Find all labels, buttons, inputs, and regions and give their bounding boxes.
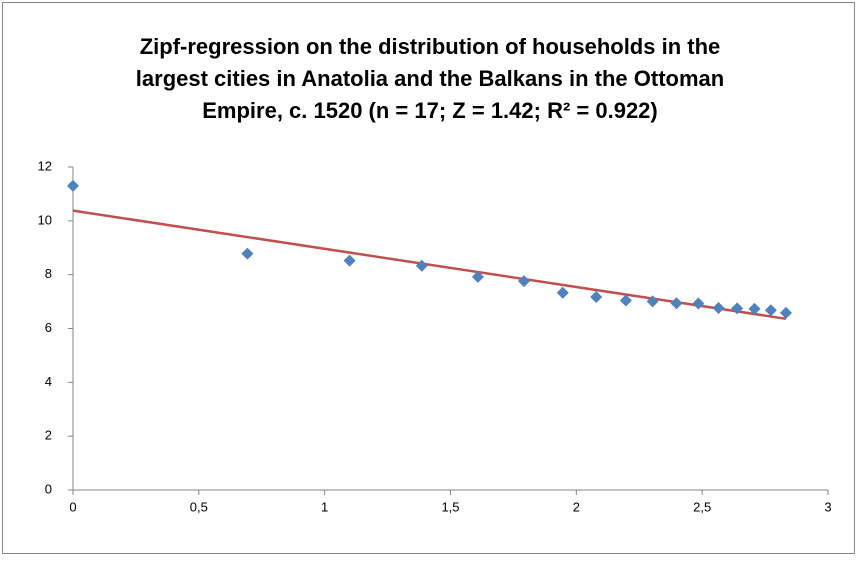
y-tick-label: 6 — [45, 320, 52, 335]
data-point — [343, 254, 356, 267]
y-tick-label: 2 — [45, 428, 52, 443]
chart-border — [2, 2, 855, 554]
data-point — [748, 302, 761, 315]
x-tick-label: 0 — [69, 499, 76, 514]
y-tick-label: 8 — [45, 266, 52, 281]
chart-title: Zipf-regression on the distribution of h… — [140, 34, 721, 59]
data-point — [670, 297, 683, 310]
x-tick-label: 0,5 — [190, 499, 208, 514]
data-point — [590, 291, 603, 304]
data-point — [517, 275, 530, 288]
data-point — [556, 286, 569, 299]
x-tick-label: 3 — [824, 499, 831, 514]
x-tick-label: 1,5 — [441, 499, 459, 514]
y-tick-label: 10 — [38, 212, 52, 227]
data-point — [779, 306, 792, 319]
data-point — [67, 179, 79, 192]
chart-title: largest cities in Anatolia and the Balka… — [136, 66, 724, 91]
data-point — [764, 304, 777, 317]
y-tick-label: 4 — [45, 374, 52, 389]
x-tick-label: 2,5 — [693, 499, 711, 514]
data-point — [692, 297, 705, 310]
trendline — [72, 209, 787, 321]
data-point — [619, 294, 632, 307]
data-point — [415, 259, 428, 272]
data-point — [712, 302, 725, 315]
data-point — [646, 295, 659, 308]
y-tick-label: 12 — [38, 158, 52, 173]
y-tick-label: 0 — [45, 481, 52, 496]
data-point — [731, 302, 744, 315]
x-tick-label: 2 — [573, 499, 580, 514]
chart-title: Empire, c. 1520 (n = 17; Z = 1.42; R² = … — [202, 98, 658, 123]
data-point — [471, 270, 484, 283]
x-tick-label: 1 — [321, 499, 328, 514]
data-point — [241, 247, 254, 260]
